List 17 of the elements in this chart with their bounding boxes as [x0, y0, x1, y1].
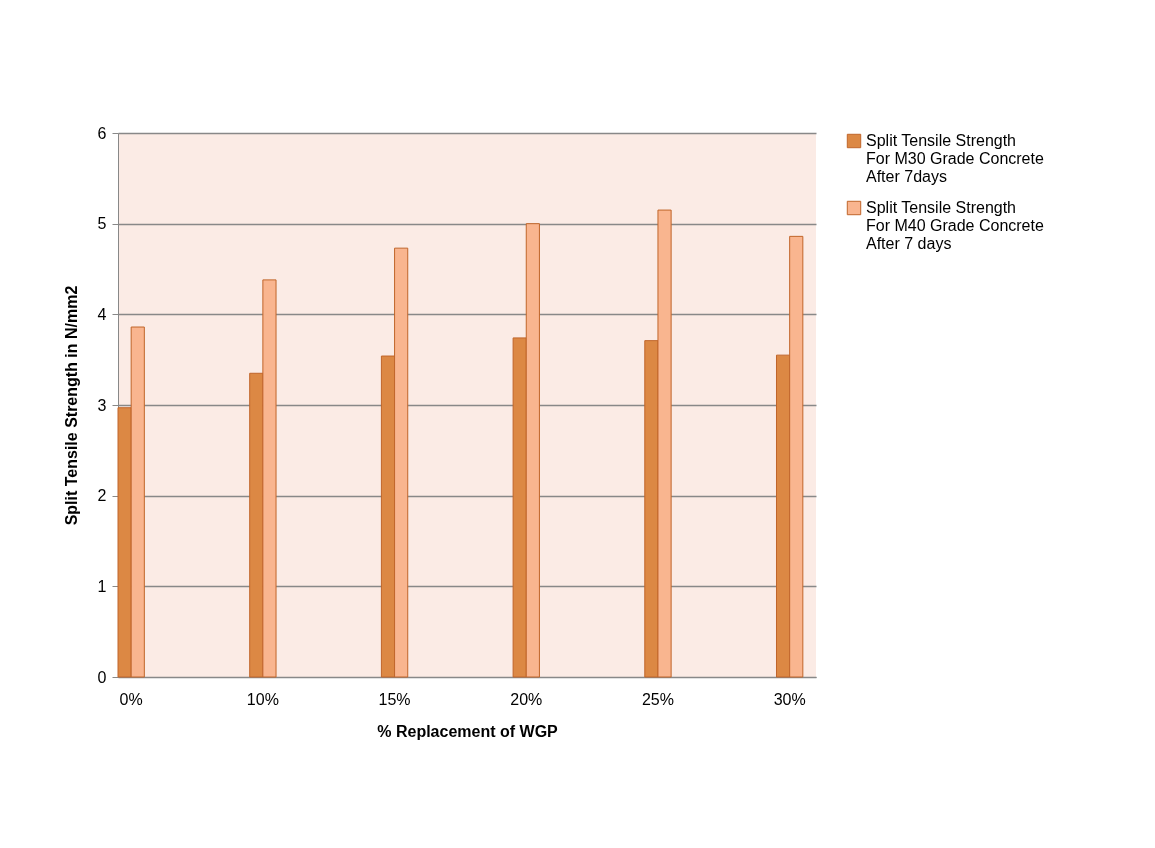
y-tick-label: 4 [97, 305, 107, 323]
x-axis-title: % Replacement of WGP [377, 722, 559, 740]
y-axis-title: Split Tensile Strength in N/mm2 [62, 285, 80, 526]
x-tick-label: 15% [378, 690, 411, 708]
y-tick-label: 5 [97, 215, 107, 233]
x-tick-label: 25% [641, 690, 674, 708]
x-tick-label: 20% [510, 690, 543, 708]
y-tick-label: 2 [97, 487, 107, 505]
x-tick-label: 10% [246, 690, 279, 708]
y-tick-label: 3 [97, 396, 107, 414]
y-tick-label: 1 [97, 577, 107, 595]
legend-label: Split Tensile Strength For M40 Grade Concrete After 7 days [866, 199, 1044, 252]
x-tick-label: 30% [773, 690, 806, 708]
y-tick-label: 6 [97, 124, 107, 142]
legend-label: Split Tensile Strength For M30 Grade Concrete After 7days [866, 132, 1044, 185]
x-tick-label: 0% [119, 690, 143, 708]
y-tick-label: 0 [97, 668, 107, 686]
